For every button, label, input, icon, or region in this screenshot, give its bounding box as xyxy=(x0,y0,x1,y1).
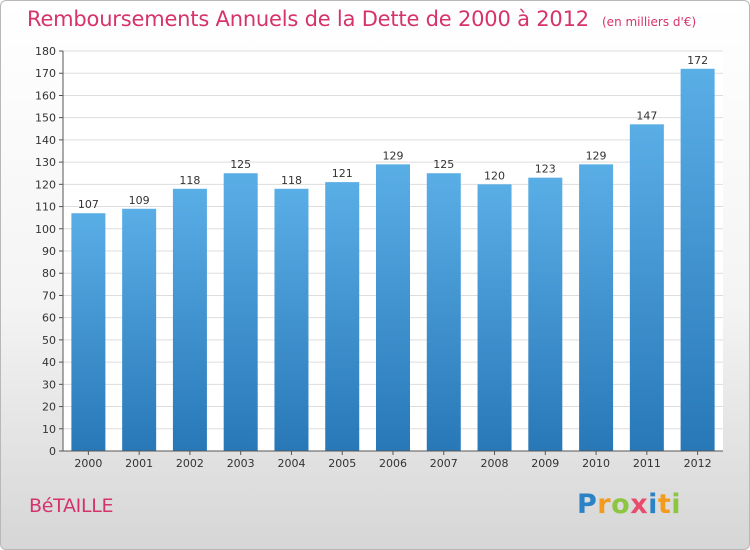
x-tick-label: 2008 xyxy=(481,457,509,470)
logo-letter: i xyxy=(648,489,658,520)
y-tick-label: 110 xyxy=(35,201,56,214)
bar xyxy=(71,213,106,451)
x-tick-label: 2009 xyxy=(531,457,559,470)
y-tick-label: 100 xyxy=(35,223,56,236)
y-tick-label: 150 xyxy=(35,112,56,125)
y-tick-label: 60 xyxy=(42,312,56,325)
bars: 107 109 118 125 118 121 129 125 120 123 129 147 172 xyxy=(71,54,715,452)
y-tick-label: 10 xyxy=(42,423,56,436)
bar xyxy=(426,173,461,451)
data-label: 172 xyxy=(687,54,708,67)
x-tick-label: 2012 xyxy=(684,457,712,470)
data-label: 107 xyxy=(78,198,99,211)
bar xyxy=(325,182,360,451)
x-tick-label: 2007 xyxy=(430,457,458,470)
logo-letter: t xyxy=(657,489,672,520)
y-axis-ticks: 0 10 20 30 40 50 60 70 80 90 100 110 120 130 140 150 160… xyxy=(35,45,63,458)
bar xyxy=(680,68,715,452)
city-name: BéTAILLE xyxy=(29,495,114,517)
y-tick-label: 140 xyxy=(35,134,56,147)
y-tick-label: 0 xyxy=(49,445,56,458)
data-label: 120 xyxy=(484,169,505,182)
chart-subtitle: (en milliers d'€) xyxy=(602,15,697,29)
title-row: Remboursements Annuels de la Dette de 20… xyxy=(27,7,696,31)
data-label: 125 xyxy=(433,158,454,171)
bar xyxy=(122,208,157,451)
y-tick-label: 120 xyxy=(35,178,56,191)
x-tick-label: 2001 xyxy=(125,457,153,470)
data-label: 121 xyxy=(332,167,353,180)
y-tick-label: 30 xyxy=(42,378,56,391)
logo-letter: r xyxy=(597,489,612,520)
x-tick-label: 2003 xyxy=(227,457,255,470)
x-tick-label: 2002 xyxy=(176,457,204,470)
bar xyxy=(629,124,664,451)
x-axis-ticks: 2000 2001 2002 2003 2004 2005 2006 2007 2008 2009… xyxy=(74,451,712,470)
y-tick-label: 70 xyxy=(42,289,56,302)
data-label: 129 xyxy=(586,149,607,162)
y-tick-label: 170 xyxy=(35,67,56,80)
y-tick-label: 80 xyxy=(42,267,56,280)
bar xyxy=(579,164,614,452)
bar xyxy=(376,164,410,452)
logo-letter: i xyxy=(671,489,682,520)
chart-title: Remboursements Annuels de la Dette de 20… xyxy=(27,7,589,31)
x-tick-label: 2005 xyxy=(328,457,356,470)
x-tick-label: 2006 xyxy=(379,457,407,470)
data-label: 109 xyxy=(129,194,150,207)
y-tick-label: 180 xyxy=(35,45,56,58)
data-label: 118 xyxy=(179,174,200,187)
logo-letter: o xyxy=(611,489,631,520)
bar xyxy=(477,184,512,452)
data-label: 129 xyxy=(383,149,404,162)
data-label: 123 xyxy=(535,163,556,176)
y-tick-label: 20 xyxy=(42,401,56,414)
bar xyxy=(528,177,563,451)
bar xyxy=(274,188,309,451)
logo-letter: P xyxy=(577,489,598,520)
logo-letter: x xyxy=(630,489,649,520)
data-label: 125 xyxy=(230,158,251,171)
y-tick-label: 50 xyxy=(42,334,56,347)
x-tick-label: 2004 xyxy=(277,457,305,470)
data-label: 147 xyxy=(636,109,657,122)
y-tick-label: 90 xyxy=(42,245,56,258)
y-tick-label: 130 xyxy=(35,156,56,169)
bar xyxy=(172,188,207,451)
y-tick-label: 160 xyxy=(35,89,56,102)
x-tick-label: 2000 xyxy=(74,457,102,470)
proxiti-logo: Proxiti xyxy=(577,489,681,520)
x-tick-label: 2010 xyxy=(582,457,610,470)
bar xyxy=(223,173,258,451)
x-tick-label: 2011 xyxy=(633,457,661,470)
y-tick-label: 40 xyxy=(42,356,56,369)
data-label: 118 xyxy=(281,174,302,187)
